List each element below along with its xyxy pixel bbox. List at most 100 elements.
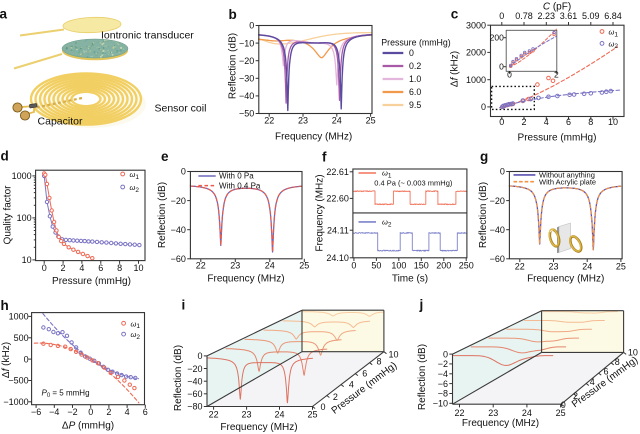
svg-text:Frequency (MHz): Frequency (MHz)	[207, 273, 284, 284]
svg-text:−4: −4	[49, 407, 59, 417]
svg-text:0: 0	[409, 48, 414, 58]
svg-text:9.5: 9.5	[409, 100, 421, 110]
svg-text:24: 24	[332, 116, 342, 126]
svg-text:4: 4	[590, 377, 595, 387]
svg-text:25: 25	[299, 261, 309, 271]
svg-text:ω2: ω2	[130, 183, 140, 194]
svg-text:0: 0	[499, 11, 504, 21]
svg-text:1.0: 1.0	[409, 74, 421, 84]
svg-text:−10: −10	[239, 38, 254, 48]
svg-text:−30: −30	[239, 74, 254, 84]
svg-text:22: 22	[515, 261, 525, 271]
svg-text:2: 2	[573, 391, 578, 401]
svg-text:−2: −2	[438, 359, 448, 369]
svg-text:f: f	[322, 150, 327, 165]
svg-text:23: 23	[230, 261, 240, 271]
svg-text:ΔP (mmHg): ΔP (mmHg)	[62, 420, 114, 431]
svg-text:4: 4	[125, 407, 130, 417]
svg-text:4: 4	[349, 379, 354, 389]
svg-text:8: 8	[588, 117, 593, 127]
svg-text:10: 10	[628, 348, 638, 358]
svg-text:250: 250	[459, 260, 474, 270]
svg-text:6: 6	[98, 263, 103, 273]
svg-text:−40: −40	[239, 91, 254, 101]
svg-text:200: 200	[490, 33, 504, 43]
svg-text:Reflection (dB): Reflection (dB)	[227, 33, 238, 99]
svg-text:0: 0	[351, 260, 356, 270]
svg-text:P0 = 5 mmHg: P0 = 5 mmHg	[42, 389, 90, 400]
svg-text:−1000: −1000	[3, 397, 28, 407]
svg-text:Without anything: Without anything	[539, 171, 595, 180]
svg-text:10: 10	[608, 117, 618, 127]
svg-text:−50: −50	[239, 109, 254, 119]
svg-text:−60: −60	[187, 389, 202, 399]
svg-text:−2: −2	[67, 407, 77, 417]
svg-text:150: 150	[414, 260, 429, 270]
svg-text:−20: −20	[187, 364, 202, 374]
svg-text:10: 10	[22, 255, 32, 265]
svg-text:4: 4	[544, 117, 549, 127]
svg-text:b: b	[229, 7, 237, 22]
svg-text:3.61: 3.61	[560, 11, 578, 21]
svg-text:−40: −40	[171, 225, 186, 235]
svg-text:Δf (kHz): Δf (kHz)	[450, 51, 461, 87]
svg-text:−40: −40	[490, 225, 505, 235]
svg-text:23: 23	[298, 116, 308, 126]
svg-text:6: 6	[603, 367, 608, 377]
svg-text:Pressure (mmHg): Pressure (mmHg)	[52, 276, 131, 287]
svg-text:a: a	[0, 7, 8, 22]
svg-text:h: h	[1, 298, 9, 313]
svg-text:−60: −60	[171, 254, 186, 264]
svg-text:24: 24	[522, 408, 532, 418]
svg-text:4: 4	[79, 263, 84, 273]
svg-text:−10: −10	[433, 399, 448, 409]
svg-text:ω1: ω1	[131, 319, 141, 330]
svg-text:25: 25	[307, 410, 317, 420]
svg-text:ω2: ω2	[131, 330, 141, 341]
svg-text:Quality factor: Quality factor	[3, 185, 14, 245]
svg-text:Frequency (MHz): Frequency (MHz)	[527, 273, 604, 284]
svg-text:Frequency (MHz): Frequency (MHz)	[462, 418, 539, 429]
svg-text:22: 22	[454, 408, 464, 418]
svg-text:24.11: 24.11	[327, 225, 349, 235]
svg-text:6.84: 6.84	[604, 11, 622, 21]
svg-text:22: 22	[196, 261, 206, 271]
svg-text:Reflection (dB): Reflection (dB)	[173, 345, 184, 411]
svg-text:24: 24	[265, 261, 275, 271]
svg-text:200: 200	[436, 260, 451, 270]
svg-text:g: g	[480, 149, 488, 164]
svg-text:0: 0	[507, 69, 512, 79]
svg-text:d: d	[1, 149, 9, 164]
svg-text:Δf (kHz): Δf (kHz)	[1, 342, 12, 378]
svg-text:ω2: ω2	[382, 218, 392, 229]
svg-text:24.10: 24.10	[326, 253, 349, 263]
svg-text:Pressure (mmHg): Pressure (mmHg)	[381, 38, 450, 48]
svg-text:0.78: 0.78	[515, 11, 533, 21]
svg-text:Capacitor: Capacitor	[38, 116, 83, 128]
svg-text:10: 10	[388, 349, 398, 359]
svg-text:22: 22	[209, 410, 219, 420]
svg-text:Reflection (dB): Reflection (dB)	[417, 344, 428, 410]
svg-text:0: 0	[320, 402, 325, 412]
svg-text:100: 100	[17, 213, 32, 223]
svg-text:2: 2	[333, 392, 338, 402]
svg-text:−20: −20	[239, 56, 254, 66]
svg-text:6: 6	[362, 369, 367, 379]
svg-text:25: 25	[616, 261, 626, 271]
svg-text:500: 500	[14, 333, 29, 343]
svg-text:Frequency (MHz): Frequency (MHz)	[314, 174, 325, 251]
svg-text:1000: 1000	[466, 75, 486, 85]
svg-text:−20: −20	[171, 196, 186, 206]
svg-text:0: 0	[24, 354, 29, 364]
svg-text:8: 8	[117, 263, 122, 273]
svg-text:2.23: 2.23	[538, 11, 556, 21]
svg-text:6: 6	[566, 117, 571, 127]
svg-text:0: 0	[499, 62, 504, 72]
svg-text:5.09: 5.09	[582, 11, 600, 21]
svg-text:ω2: ω2	[609, 39, 619, 50]
svg-text:ω1: ω1	[382, 169, 392, 180]
svg-text:Time (s): Time (s)	[392, 273, 428, 284]
svg-text:0: 0	[561, 400, 566, 410]
svg-text:0.4 Pa (~ 0.003 mmHg): 0.4 Pa (~ 0.003 mmHg)	[374, 179, 453, 188]
svg-text:1000: 1000	[9, 312, 29, 322]
